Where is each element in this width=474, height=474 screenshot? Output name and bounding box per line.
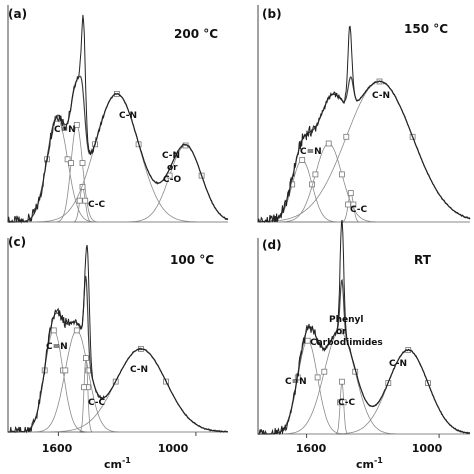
panel-a-component-1-marker-1 xyxy=(64,156,71,163)
panel-a-component-2 xyxy=(8,124,228,223)
panel-a-experimental-spectrum xyxy=(7,14,229,224)
panel-d-fit-envelope xyxy=(258,278,470,435)
panel-d-xlabel-exponent: -1 xyxy=(374,456,383,465)
panel-b-series xyxy=(257,25,471,223)
panel-c-xtick-1600: 1600 xyxy=(42,442,73,455)
panel-d-label: (d) xyxy=(262,238,282,252)
panel-c-component-3-marker-2 xyxy=(83,355,89,362)
panel-d-component-1-marker-1 xyxy=(314,374,321,381)
panel-c-xlabel: cm-1 xyxy=(104,456,131,471)
panel-a: (a) 200 °C C=N C-C C-N C-N or C-O xyxy=(7,5,229,224)
panel-d-peak-label-cn-double: C=N xyxy=(285,377,307,387)
panel-d-peak-label-cn: C-N xyxy=(389,359,407,369)
panel-d-peak-label-carbodiimides: Carbodiimides xyxy=(310,338,383,348)
panel-a-temperature: 200 °C xyxy=(174,27,218,41)
panel-a-component-2-marker-1 xyxy=(79,160,86,167)
panel-d-peak-label-or: or xyxy=(336,327,347,337)
panel-b-component-2-marker-2 xyxy=(325,140,332,147)
panel-b: (b) 150 °C C=N C-C C-N xyxy=(257,5,471,223)
panel-d-xtick-1600: 1600 xyxy=(296,442,327,455)
panel-c-peak-label-cn-double: C=N xyxy=(46,342,68,352)
panel-d-xlabel-unit: cm xyxy=(356,458,374,471)
panel-a-peak-label-cn: C-N xyxy=(119,111,137,121)
panel-c-component-2-marker-3 xyxy=(62,367,69,374)
panel-c-peak-label-cc: C-C xyxy=(88,398,106,408)
panel-b-peak-label-cc: C-C xyxy=(350,205,368,215)
panel-c-series xyxy=(8,244,229,436)
panel-c-xlabel-exponent: -1 xyxy=(122,456,131,465)
panel-a-fit-envelope xyxy=(8,75,229,223)
panel-a-component-3-marker-1 xyxy=(82,197,89,204)
panel-c-xlabel-unit: cm xyxy=(104,458,122,471)
panel-b-peak-label-cn: C-N xyxy=(372,91,390,101)
panel-b-label: (b) xyxy=(262,7,282,21)
panel-c: (c) 100 °C C=N C-C C-N 1600 1000 cm-1 xyxy=(7,235,229,471)
panel-b-component-3-marker-2 xyxy=(347,190,354,197)
panel-d-xtick-1000: 1000 xyxy=(412,442,443,455)
panel-d-component-1-marker-2 xyxy=(304,337,311,344)
panel-d-component-3-marker-3 xyxy=(337,399,344,406)
panel-b-fit-envelope xyxy=(258,76,471,223)
panel-c-label: (c) xyxy=(8,235,26,249)
panel-c-experimental-spectrum xyxy=(8,244,229,434)
panel-d-temperature: RT xyxy=(414,253,432,267)
panel-d-peak-label-cc: C-C xyxy=(338,398,356,408)
panel-c-component-2-marker-2 xyxy=(73,327,80,334)
panel-a-peak-label-cn-double: C=N xyxy=(54,125,76,135)
panel-d-component-2-marker-3 xyxy=(321,368,328,375)
panel-a-component-2-marker-2 xyxy=(73,122,80,128)
panel-c-frame xyxy=(7,238,228,433)
panel-c-component-2-marker-1 xyxy=(85,367,92,374)
panel-b-component-3-marker-3 xyxy=(345,201,352,208)
panel-a-peak-label-co: C-O xyxy=(163,175,182,185)
panel-d-experimental-spectrum xyxy=(258,219,471,436)
panel-d-component-3-marker-2 xyxy=(338,378,345,385)
panel-d-component-4 xyxy=(258,349,470,435)
panel-a-label: (a) xyxy=(8,7,27,21)
panel-a-peak-label-cc: C-C xyxy=(88,200,106,210)
panel-c-xtick-1000: 1000 xyxy=(158,442,189,455)
panel-d-peak-label-phenyl: Phenyl xyxy=(329,315,363,325)
panel-c-component-1-marker-2 xyxy=(50,327,57,334)
panel-b-component-2-marker-1 xyxy=(338,171,345,178)
panel-c-component-3-marker-3 xyxy=(81,384,87,391)
panel-d-xlabel: cm-1 xyxy=(356,456,383,471)
panel-a-component-3-marker-3 xyxy=(76,197,83,204)
panel-d-component-1 xyxy=(258,340,470,435)
panel-b-experimental-spectrum xyxy=(257,25,471,223)
panel-b-component-4 xyxy=(258,81,471,223)
panel-d: (d) RT Phenyl or Carbodiimides C=N C-C C… xyxy=(257,219,471,471)
panel-a-component-2-marker-3 xyxy=(68,160,74,167)
panel-b-component-2-marker-3 xyxy=(312,171,319,178)
panel-b-component-3 xyxy=(258,192,470,223)
panel-a-component-1 xyxy=(8,118,228,223)
panel-a-series xyxy=(7,14,229,224)
panel-a-component-5-marker-3 xyxy=(166,172,173,179)
panel-c-peak-label-cn: C-N xyxy=(130,365,148,375)
panel-b-temperature: 150 °C xyxy=(404,22,448,36)
panel-c-temperature: 100 °C xyxy=(170,253,214,267)
panel-a-peak-label-cn2: C-N xyxy=(162,151,180,161)
panel-c-fit-envelope xyxy=(8,275,228,433)
panel-a-peak-label-or: or xyxy=(167,163,178,173)
panel-b-component-4-marker-3 xyxy=(343,133,350,140)
panel-b-component-1-marker-2 xyxy=(299,157,306,163)
panel-d-series xyxy=(258,219,471,438)
panel-b-peak-label-cn-double: C=N xyxy=(300,147,322,157)
